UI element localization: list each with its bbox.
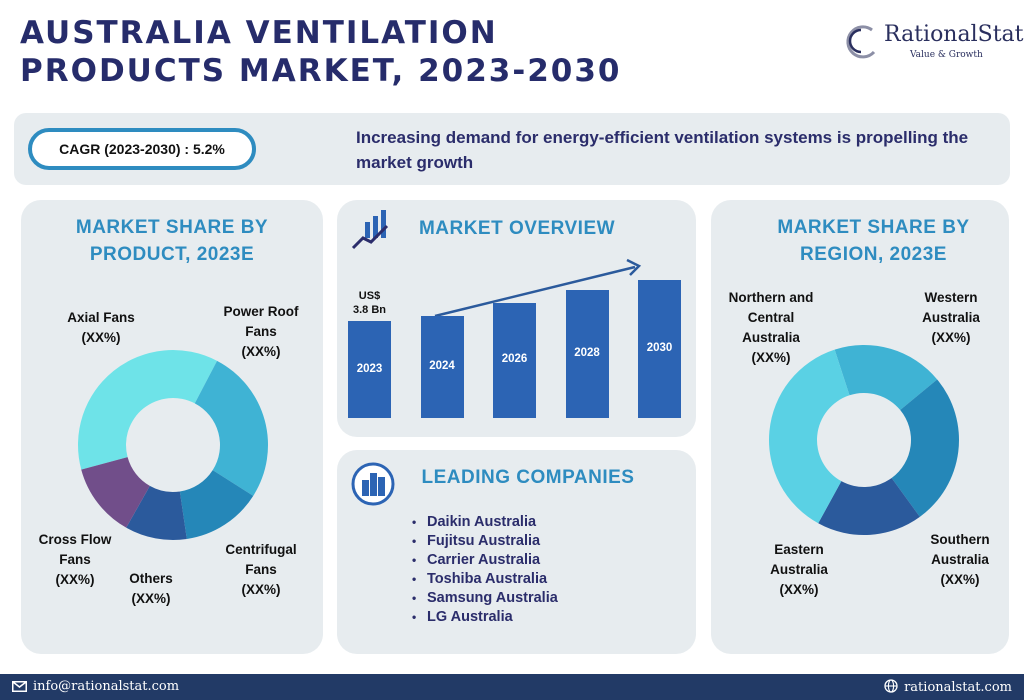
donut-slice-cross-flow-fans [81, 457, 150, 528]
footer-email-text: info@rationalstat.com [33, 679, 180, 694]
label-axial-fans: Axial Fans (XX%) [67, 310, 135, 345]
footer-email[interactable]: info@rationalstat.com [12, 679, 179, 694]
donut-slice-others [126, 485, 187, 540]
title-line-1: AUSTRALIA VENTILATION [20, 15, 498, 51]
market-overview-title: MARKET OVERVIEW [418, 218, 616, 239]
logo-name: RationalStat [884, 22, 1024, 47]
donut-slice-southern-australia [891, 379, 959, 517]
region-donut-chart [769, 345, 959, 535]
company-item: Fujitsu Australia [412, 532, 558, 551]
company-item: Carrier Australia [412, 551, 558, 570]
company-item: Toshiba Australia [412, 570, 558, 589]
growth-chart-icon [351, 210, 389, 250]
company-item: Daikin Australia [412, 513, 558, 532]
companies-list: Daikin Australia Fujitsu Australia Carri… [412, 513, 558, 627]
leading-companies-card: LEADING COMPANIES Daikin Australia Fujit… [337, 450, 696, 654]
region-title-line-2: REGION, 2023E [800, 244, 947, 265]
bar-year-label: 2026 [501, 353, 528, 365]
region-share-title: MARKET SHARE BY REGION, 2023E [741, 214, 1006, 268]
label-southern-australia: Southern Australia (XX%) [930, 532, 990, 587]
bar-year-label: 2023 [356, 362, 383, 375]
company-item: LG Australia [412, 608, 558, 627]
bar-2026: 2026 [493, 303, 536, 418]
trend-arrow [434, 258, 642, 318]
buildings-icon [351, 462, 395, 506]
trend-arrow-head [626, 258, 642, 276]
mail-icon [12, 681, 27, 692]
donut-slice-power-roof-fans [194, 360, 268, 496]
label-others: Others (XX%) [129, 571, 173, 606]
logo-tagline: Value & Growth [910, 50, 983, 60]
label-centrifugal-fans: Centrifugal Fans (XX%) [225, 542, 297, 597]
donut-slice-northern-and-central-australia [769, 349, 850, 524]
bar-year-label: 2028 [574, 347, 600, 360]
company-item: Samsung Australia [412, 589, 558, 608]
label-power-roof-fans: Power Roof Fans (XX%) [223, 304, 299, 359]
bar-value-label: US$ 3.8 Bn [352, 289, 386, 316]
footer-website-text: rationalstat.com [904, 680, 1012, 695]
donut-slice-western-australia [834, 345, 938, 411]
donut-slice-eastern-australia [818, 478, 920, 535]
label-western-australia: Western Australia (XX%) [922, 290, 980, 345]
page-title: AUSTRALIA VENTILATION PRODUCTS MARKET, 2… [20, 14, 800, 90]
bar-year-label: 2030 [646, 342, 673, 354]
bar-year-label: 2024 [429, 359, 455, 372]
label-eastern-australia: Eastern Australia (XX%) [770, 542, 828, 597]
region-share-card: MARKET SHARE BY REGION, 2023E Northern a… [711, 200, 1009, 654]
bar-2023: 2023 [348, 320, 391, 418]
product-title-line-1: MARKET SHARE BY [75, 217, 269, 238]
title-line-2: PRODUCTS MARKET, 2023-2030 [20, 53, 622, 89]
cagr-badge: CAGR (2023-2030) : 5.2% [28, 128, 256, 170]
logo-compass-icon [846, 25, 876, 59]
footer-website[interactable]: rationalstat.com [884, 679, 1012, 695]
trend-arrow-line [434, 265, 636, 318]
leading-companies-title: LEADING COMPANIES [421, 467, 635, 488]
bar-2030: 2030 [638, 280, 681, 418]
product-share-title: MARKET SHARE BY PRODUCT, 2023E [21, 214, 323, 268]
product-donut-chart [78, 350, 268, 540]
cagr-banner: CAGR (2023-2030) : 5.2% Increasing deman… [14, 113, 1010, 185]
label-cross-flow-fans: Cross Flow Fans (XX%) [38, 532, 112, 587]
globe-icon [884, 679, 898, 693]
rationalstat-logo: RationalStat Value & Growth [840, 20, 1024, 70]
growth-driver-text: Increasing demand for energy-efficient v… [356, 128, 969, 172]
footer-bar: info@rationalstat.com rationalstat.com [0, 674, 1024, 700]
label-northern-central-australia: Northern and Central Australia (XX%) [728, 290, 814, 365]
market-overview-card: MARKET OVERVIEW 2023 US$ 3.8 Bn 2024 2026 20… [337, 200, 696, 437]
bar-2024: 2024 [420, 315, 464, 418]
region-title-line-1: MARKET SHARE BY [777, 217, 970, 238]
product-share-card: MARKET SHARE BY PRODUCT, 2023E Axial Fan… [21, 200, 323, 654]
product-title-line-2: PRODUCT, 2023E [89, 244, 255, 265]
donut-slice-axial-fans [78, 350, 218, 470]
donut-slice-centrifugal-fans [179, 470, 254, 539]
bar-2028: 2028 [565, 290, 609, 418]
